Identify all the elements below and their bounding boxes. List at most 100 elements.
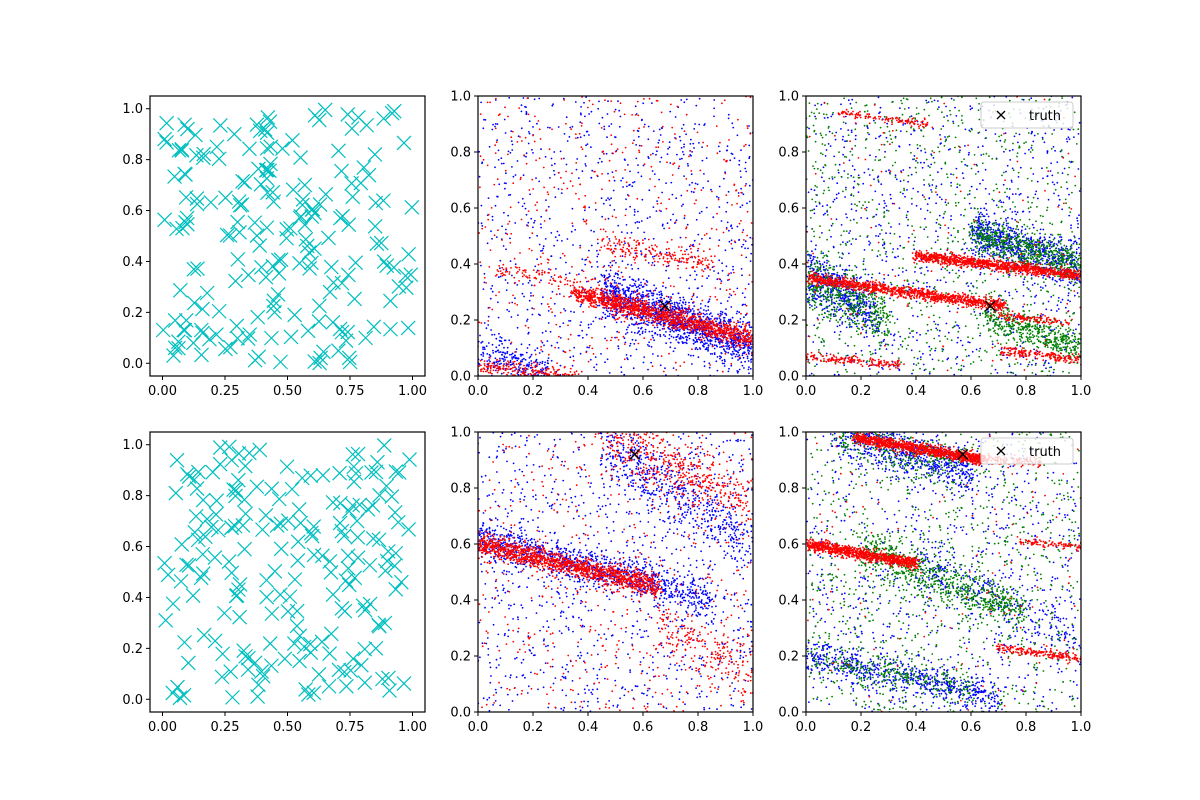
data-point [662,256,665,258]
data-point [708,248,711,251]
data-point [707,344,710,347]
data-point [658,139,661,142]
data-point [663,227,665,230]
data-point [250,309,266,325]
data-point [595,301,598,303]
data-point [505,369,507,371]
data-point [500,162,503,165]
data-point [710,327,713,329]
data-point [504,279,507,281]
data-point [701,334,704,336]
data-point [604,317,607,320]
data-point [624,255,626,258]
data-point [616,336,618,339]
data-point [600,273,603,276]
data-point [640,220,643,222]
data-point [658,209,661,212]
data-point [579,246,582,249]
data-point [680,260,683,263]
data-point [580,113,582,116]
data-point [682,309,684,312]
data-point [552,277,554,280]
data-point [331,343,346,359]
data-point [660,296,663,299]
data-point [713,255,716,258]
data-point [566,140,569,142]
data-point [512,370,514,372]
data-point [492,349,494,352]
data-point [659,299,662,302]
data-point [575,290,578,292]
data-point [500,340,503,343]
data-point [573,278,576,281]
data-point [499,357,501,360]
data-point [601,275,604,277]
data-point [537,313,540,316]
data-point [571,265,573,268]
data-point [742,193,745,196]
data-point [672,326,675,328]
data-point [481,340,484,343]
data-point [736,287,739,290]
data-point [661,300,664,303]
data-point [538,273,541,276]
data-point [743,145,745,148]
data-point [507,214,509,217]
data-point [589,288,591,291]
data-point [646,308,649,310]
data-point [632,303,634,306]
data-point [738,163,741,166]
data-point [741,335,744,337]
data-point [485,370,487,373]
data-point [720,220,723,222]
data-point [491,372,493,375]
data-point [732,126,735,129]
data-point [701,275,704,278]
data-point [629,284,631,287]
data-point [737,328,740,331]
data-point [746,234,749,237]
data-point [714,331,717,334]
data-point [571,125,574,128]
data-point [529,355,532,358]
data-point [683,217,686,220]
data-point [734,293,737,296]
data-point [528,236,531,239]
x-tick-label: 0.0 [468,384,489,399]
data-point [585,295,588,297]
data-point [718,239,721,242]
data-point [497,360,499,363]
data-point [504,271,507,273]
data-point [607,279,610,282]
data-point [503,118,506,121]
data-point [743,341,745,344]
data-point [483,368,486,371]
data-point [584,206,586,209]
data-point [626,286,628,288]
data-point [193,322,209,338]
data-point [605,269,608,272]
data-point [578,291,581,293]
data-point [628,184,630,187]
data-point [614,272,617,274]
data-point [694,341,697,344]
data-point [611,171,614,174]
data-point [589,302,591,305]
data-point [636,239,639,242]
data-point [695,274,698,276]
data-point [559,257,562,259]
data-point [608,303,610,306]
data-point [623,240,626,243]
data-point [708,298,711,301]
data-point [638,151,641,154]
data-point [746,355,749,358]
data-point [484,226,487,228]
data-point [580,295,583,298]
data-point [729,328,732,330]
data-point [547,261,549,264]
data-point [656,150,658,153]
data-point [669,306,672,309]
data-point [557,369,559,372]
data-point [744,287,747,290]
data-point [674,310,677,313]
